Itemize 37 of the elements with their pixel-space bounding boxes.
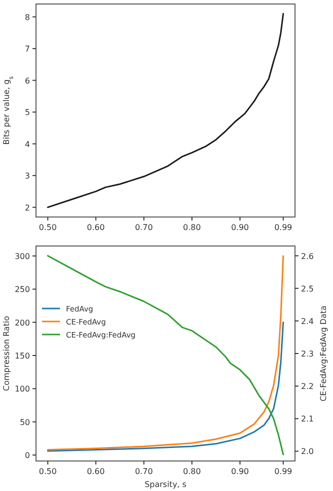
y-axis-title: Compression Ratio — [2, 316, 11, 391]
y-tick-label: 3 — [24, 172, 30, 181]
y-tick-label: 200 — [14, 318, 30, 328]
y-tick-label: 8 — [24, 12, 30, 22]
y2-tick-label: 2.2 — [301, 382, 314, 392]
x-tick-label: 0.80 — [183, 223, 201, 232]
y-tick-label: 2 — [24, 203, 30, 212]
y-tick-label: 250 — [14, 285, 30, 294]
y-tick-label: 150 — [14, 351, 30, 360]
x-tick-label: 0.99 — [274, 223, 292, 232]
y-tick-label: 7 — [24, 44, 30, 54]
x-tick-label: 0.90 — [231, 223, 249, 232]
y-tick-label: 100 — [14, 384, 30, 394]
y-tick-label: 4 — [24, 140, 30, 149]
y2-tick-label: 2.1 — [301, 414, 314, 424]
x-tick-label: 0.99 — [274, 467, 292, 476]
y2-tick-label: 2.5 — [301, 284, 314, 294]
x-tick-label: 0.50 — [38, 223, 57, 232]
x-axis-title: Sparsity, s — [144, 480, 186, 489]
y-tick-label: 5 — [24, 108, 30, 118]
y2-tick-label: 2.3 — [301, 350, 314, 358]
x-tick-label: 0.80 — [183, 467, 201, 476]
y-tick-label: 300 — [14, 252, 30, 261]
x-tick-label: 0.70 — [134, 467, 153, 476]
y2-tick-label: 2.4 — [301, 316, 314, 326]
y2-axis-title: CE-FedAvg:FedAvg Data — [319, 305, 328, 402]
x-tick-label: 0.60 — [86, 223, 105, 232]
line-series — [47, 12, 284, 208]
y-tick-label: 50 — [20, 418, 30, 427]
y2-tick-label: 2.0 — [301, 447, 314, 456]
x-tick-label: 0.60 — [86, 467, 105, 476]
y-tick-label: 0 — [24, 451, 30, 460]
x-tick-label: 0.70 — [134, 223, 153, 232]
y2-tick-label: 2.6 — [301, 252, 314, 261]
x-tick-label: 0.90 — [231, 467, 249, 476]
x-tick-label: 0.50 — [38, 467, 57, 476]
y-tick-label: 6 — [24, 76, 30, 86]
